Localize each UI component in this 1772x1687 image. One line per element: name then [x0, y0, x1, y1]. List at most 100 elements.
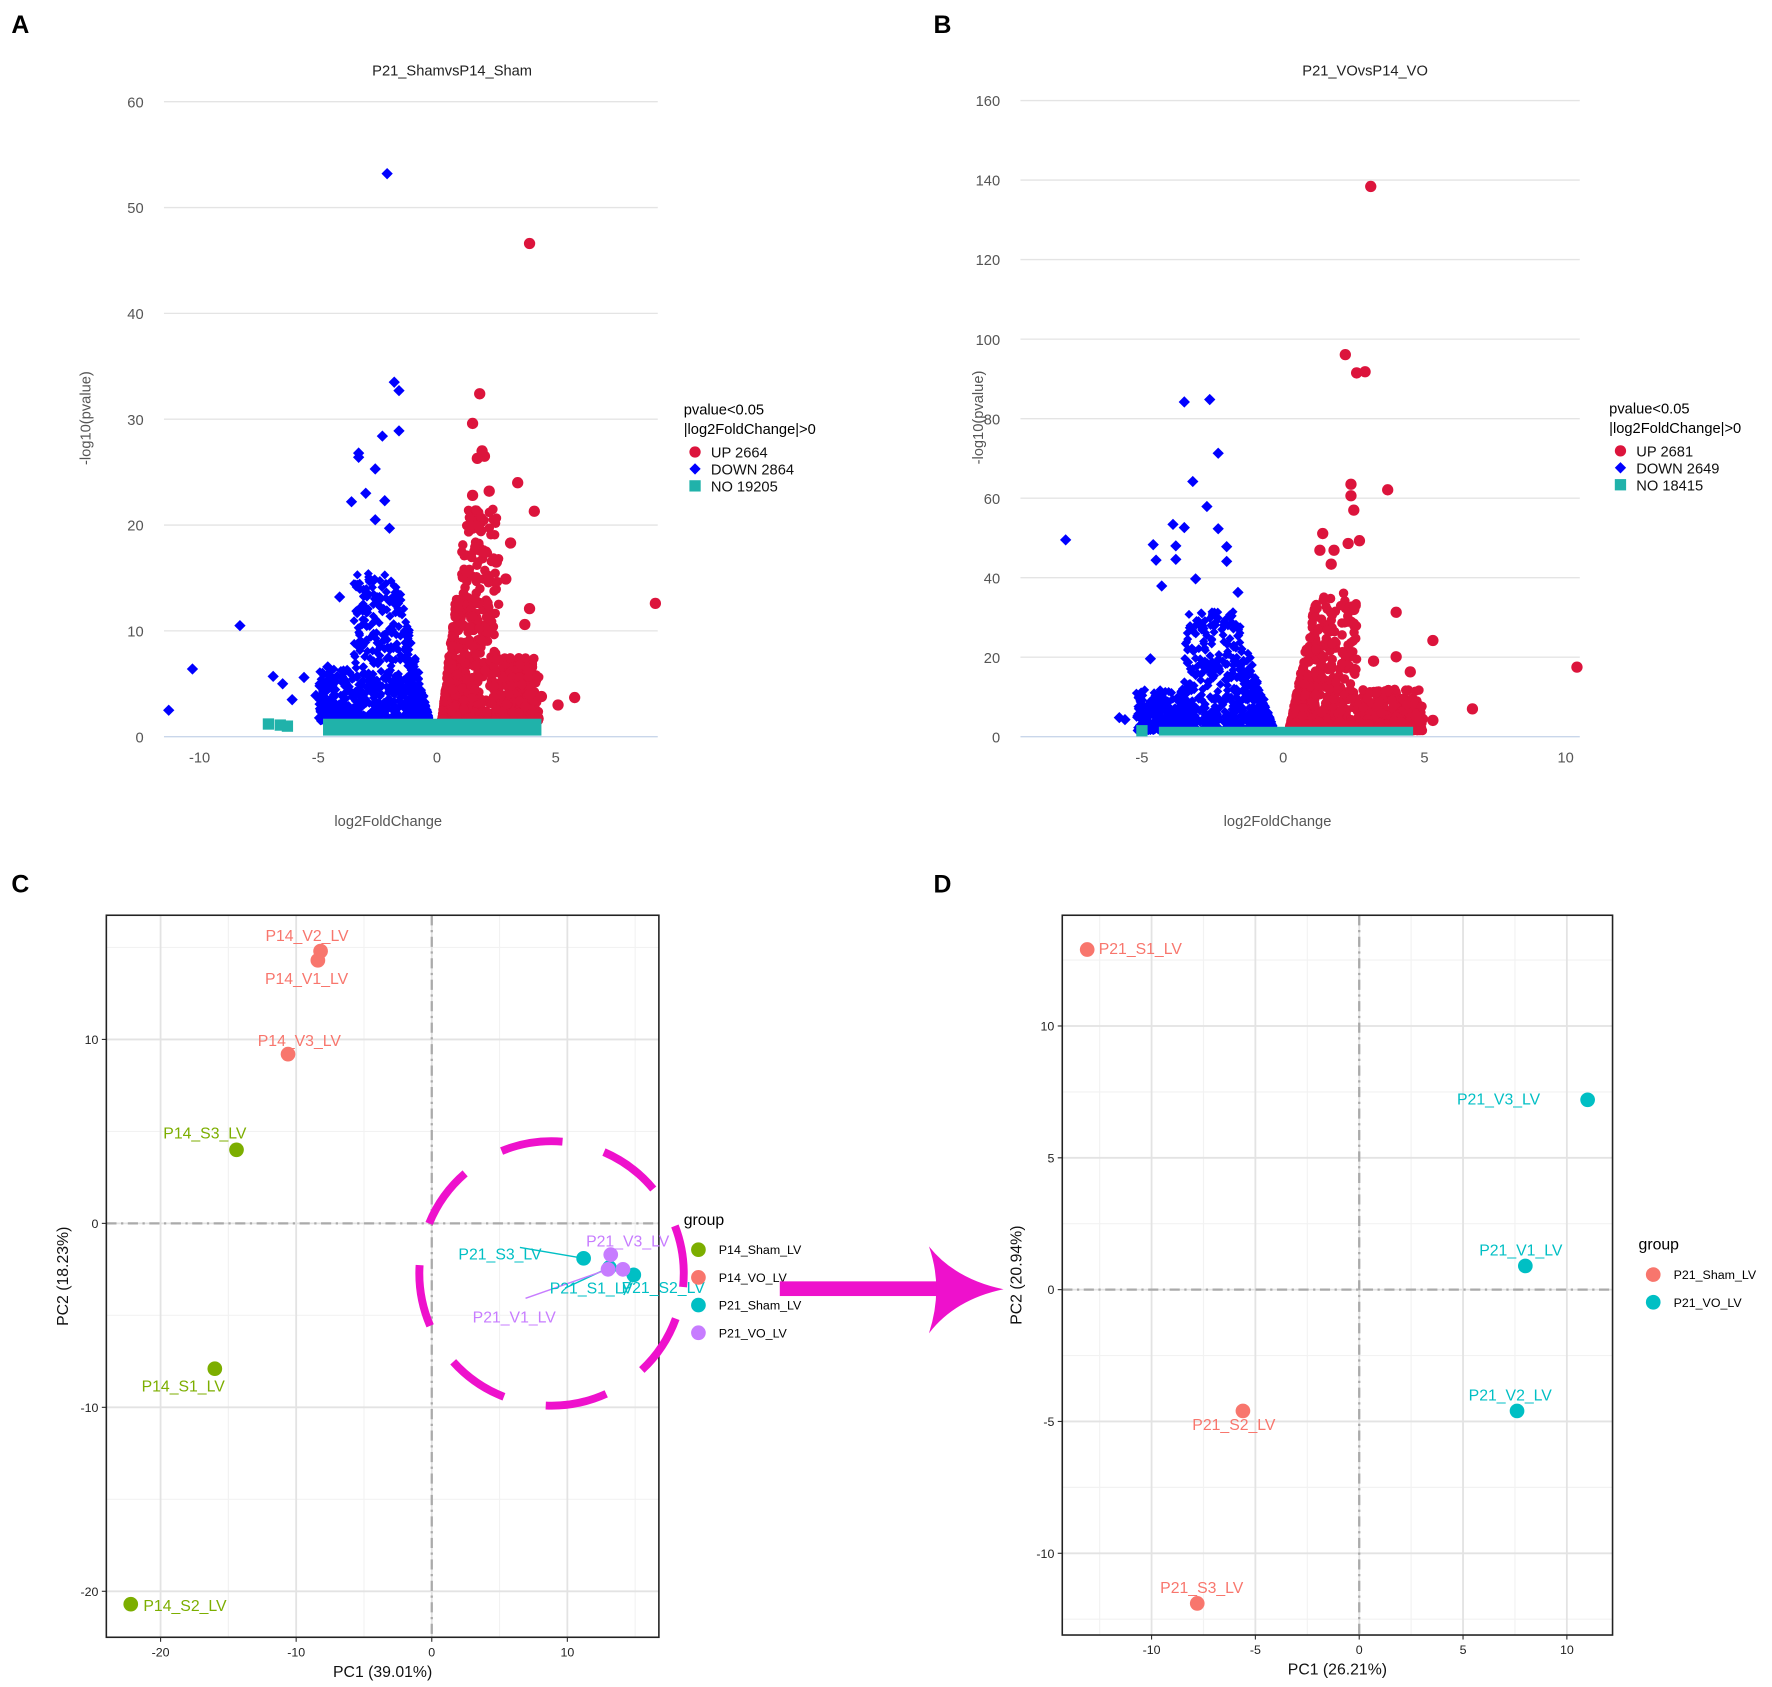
down-point: [1215, 679, 1225, 689]
up-point: [444, 677, 455, 687]
up-point: [1339, 674, 1350, 684]
x-tick-label: -10: [189, 751, 210, 767]
up-point: [481, 612, 492, 622]
legend-label: P14_Sham_LV: [719, 1243, 802, 1257]
down-point: [1221, 659, 1231, 670]
panel-letter-b: B: [933, 12, 951, 39]
volcano-plot-a: 0 10 20 30 40 50 60 -10 -5 0 5 P21_ShamvsP14_Shamlo…: [79, 64, 816, 830]
down-point: [1179, 677, 1189, 687]
down-point: [366, 708, 376, 718]
up-point: [1359, 366, 1371, 378]
sample-label: P21_V2_LV: [1469, 1388, 1553, 1405]
legend-down-icon: [1614, 462, 1627, 474]
down-point: [1209, 627, 1219, 637]
down-point: [394, 696, 404, 706]
up-point: [506, 680, 517, 691]
chart-title: P21_ShamvsP14_Sham: [372, 64, 532, 80]
y-axis-label: -log10(pvalue): [79, 371, 95, 465]
down-point: [381, 587, 391, 597]
y-tick-label: 40: [984, 571, 1000, 587]
legend-label: DOWN 2649: [1636, 461, 1719, 477]
down-point: [345, 496, 358, 508]
y-tick-label: 0: [135, 730, 143, 746]
y-axis-label: -log10(pvalue): [971, 371, 987, 465]
sample-label: P21_S3_LV: [1160, 1580, 1244, 1597]
legend-label: P21_VO_LV: [719, 1326, 788, 1340]
plot-border: [105, 914, 660, 1639]
down-point: [1200, 643, 1210, 653]
up-point: [1316, 707, 1327, 718]
up-point: [1307, 618, 1317, 628]
up-point: [523, 672, 534, 682]
down-point: [1235, 622, 1245, 632]
up-point: [1367, 655, 1380, 667]
down-point: [382, 654, 392, 664]
up-point: [444, 657, 454, 667]
x-tick-label: 5: [552, 751, 560, 767]
volcano-plot-b: 0 20 40 60 80 100 120 140 160 -5 0 5 10 P21_VOvsP14_V…: [971, 64, 1741, 830]
down-point: [1188, 663, 1198, 674]
x-axis-label: PC1 (26.21%): [1288, 1662, 1387, 1679]
panel-letter-c: C: [11, 872, 29, 899]
up-point: [1328, 544, 1340, 556]
up-point: [470, 684, 480, 695]
up-point: [1336, 658, 1347, 669]
y-tick-label: -20: [80, 1585, 98, 1599]
up-point: [483, 485, 495, 497]
up-point: [1427, 634, 1439, 647]
down-point: [1207, 634, 1217, 644]
up-point: [1348, 603, 1360, 616]
down-point: [298, 671, 310, 684]
down-point: [1221, 541, 1233, 553]
down-point: [336, 701, 346, 711]
legend-up-icon: [1614, 445, 1627, 457]
down-point: [394, 608, 404, 618]
down-point: [1237, 715, 1247, 725]
legend-title: pvalue<0.05: [684, 403, 764, 419]
down-point: [411, 707, 421, 717]
down-point: [1207, 610, 1217, 620]
legend-swatch-icon: [691, 1242, 706, 1258]
down-point: [1144, 653, 1157, 665]
up-point: [1390, 606, 1402, 618]
up-point: [1310, 601, 1320, 611]
up-point: [1348, 636, 1358, 646]
x-tick-label: 0: [433, 751, 441, 767]
sample-point: [1517, 1258, 1533, 1274]
x-tick-label: 0: [428, 1645, 435, 1659]
up-point: [1427, 714, 1439, 727]
x-tick-label: 5: [1460, 1643, 1467, 1657]
down-point: [385, 611, 395, 621]
down-point: [1172, 692, 1182, 702]
sample-label: P14_V3_LV: [258, 1033, 342, 1050]
up-point: [447, 685, 457, 695]
y-tick-label: 80: [984, 412, 1000, 428]
down-point: [376, 430, 389, 442]
legend-title: pvalue<0.05: [1609, 402, 1689, 418]
up-point: [514, 672, 525, 683]
down-point: [1170, 540, 1182, 552]
up-point: [1291, 693, 1301, 703]
up-point: [1303, 657, 1314, 667]
down-point: [417, 688, 427, 698]
up-point: [1331, 677, 1341, 687]
down-point: [1189, 573, 1202, 585]
down-point: [393, 588, 403, 598]
up-point: [513, 708, 524, 718]
x-axis-label: log2FoldChange: [1224, 814, 1332, 830]
down-point: [1178, 396, 1190, 408]
up-point: [1318, 651, 1329, 662]
up-point: [528, 505, 540, 517]
down-point: [1170, 553, 1182, 566]
down-point: [352, 570, 362, 580]
down-point: [352, 451, 365, 463]
down-point: [1167, 518, 1179, 531]
down-point: [392, 639, 402, 649]
y-tick-label: 10: [127, 625, 143, 641]
up-point: [468, 611, 478, 621]
down-point: [1211, 658, 1221, 668]
down-point: [1217, 625, 1227, 635]
no-point: [1136, 725, 1148, 737]
down-point: [1226, 672, 1236, 682]
up-point: [489, 646, 499, 657]
